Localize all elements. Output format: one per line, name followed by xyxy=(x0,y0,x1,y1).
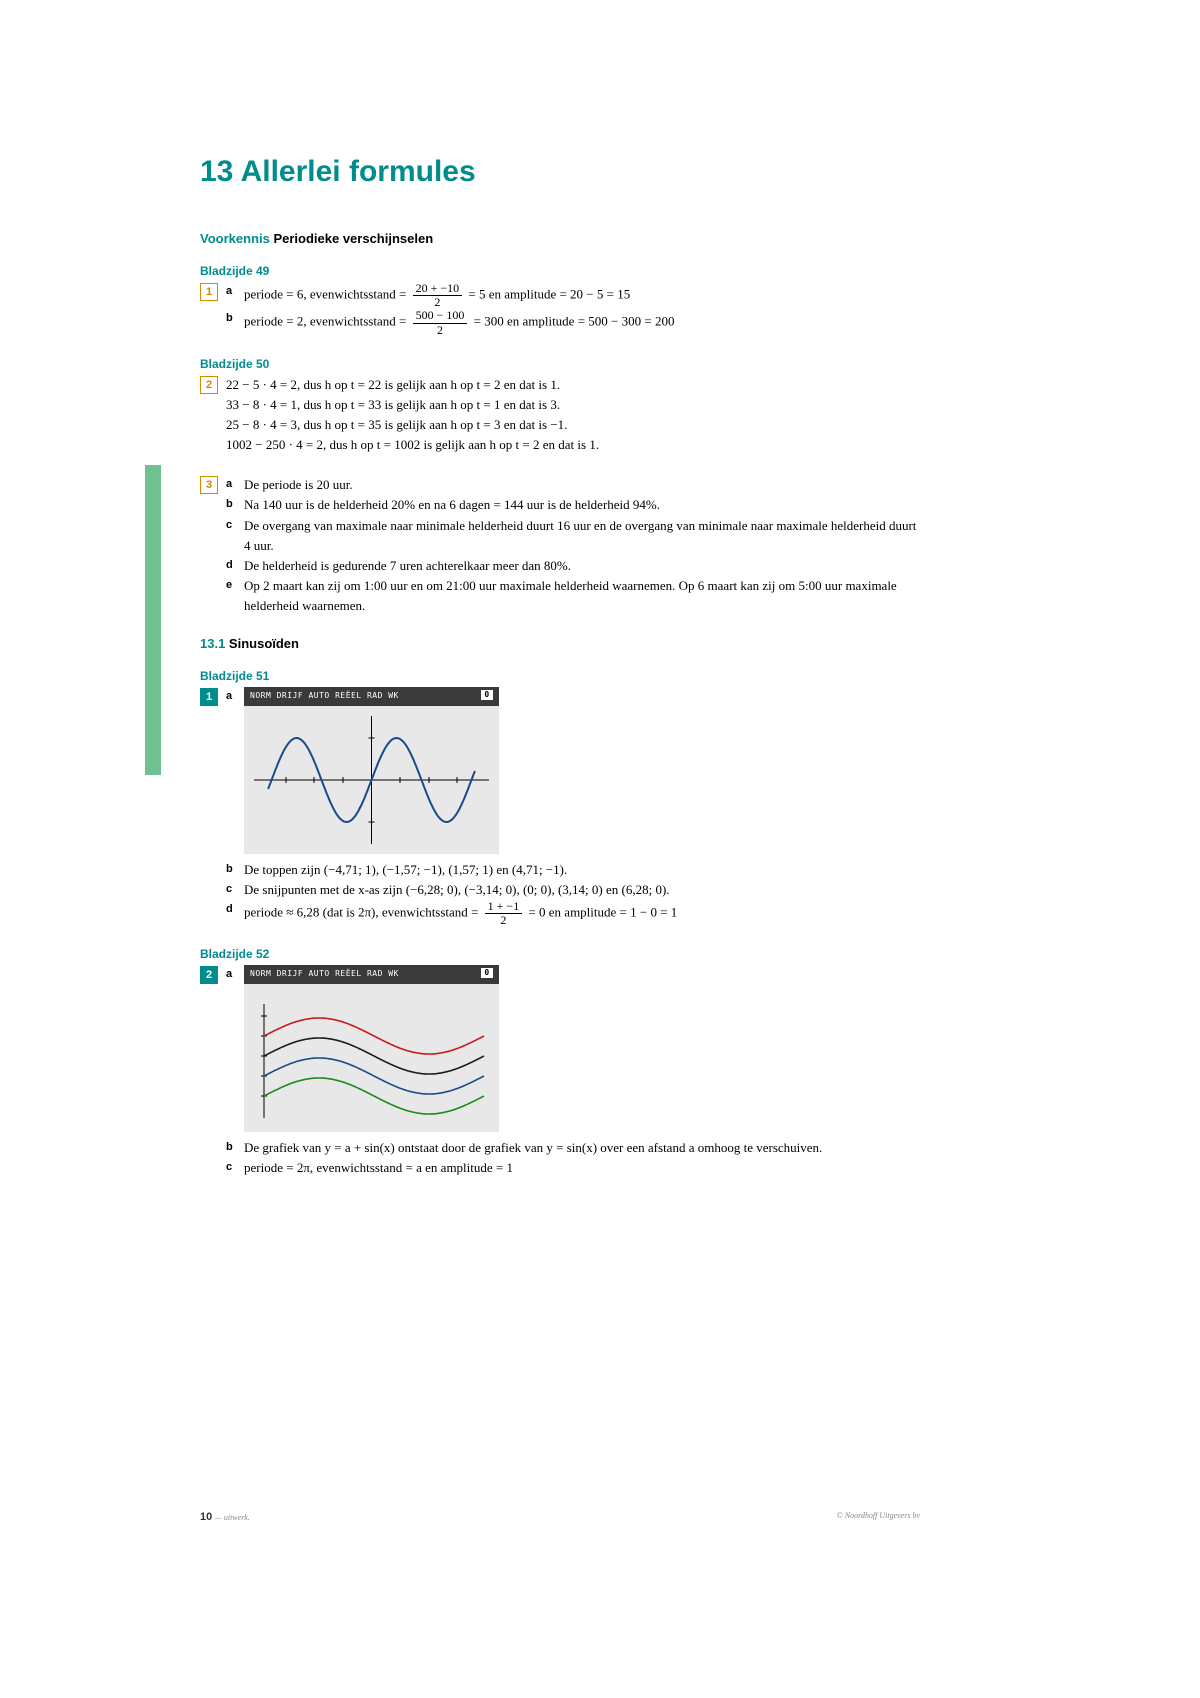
exercise-51-1: 1 a NORM DRIJF AUTO REËEL RAD WK 0 xyxy=(200,687,920,927)
calculator-status-bar: NORM DRIJF AUTO REËEL RAD WK 0 xyxy=(244,687,499,705)
section-header-voorkennis: Voorkennis Periodieke verschijnselen xyxy=(200,231,920,246)
answer-text: 33 − 8 · 4 = 1, dus h op t = 33 is gelij… xyxy=(226,395,920,415)
calc-mode-text: NORM DRIJF AUTO REËEL RAD WK xyxy=(250,968,399,980)
answer-text: De helderheid is gedurende 7 uren achter… xyxy=(244,556,920,576)
battery-icon: 0 xyxy=(481,968,493,978)
numerator: 1 + −1 xyxy=(485,900,523,914)
fraction: 500 − 1002 xyxy=(413,309,468,336)
exercise-52-2: 2 a NORM DRIJF AUTO REËEL RAD WK 0 xyxy=(200,965,920,1178)
answer-text: 25 − 8 · 4 = 3, dus h op t = 35 is gelij… xyxy=(226,415,920,435)
text-fragment: = 0 en amplitude = 1 − 0 = 1 xyxy=(528,905,677,920)
footer-left-text: — uitwerk. xyxy=(215,1513,250,1522)
sub-label: c xyxy=(226,516,244,534)
denominator: 2 xyxy=(413,324,468,337)
answer-text: De overgang van maximale naar minimale h… xyxy=(244,516,920,556)
page-content: 13 Allerlei formules Voorkennis Periodie… xyxy=(200,155,920,1198)
answer-text: 1002 − 250 · 4 = 2, dus h op t = 1002 is… xyxy=(226,435,920,455)
answer-text: Na 140 uur is de helderheid 20% en na 6 … xyxy=(244,495,920,515)
fraction: 1 + −12 xyxy=(485,900,523,927)
footer-left: 10 — uitwerk. xyxy=(200,1511,250,1523)
answer-text: 22 − 5 · 4 = 2, dus h op t = 22 is gelij… xyxy=(226,375,920,395)
answer-text: periode ≈ 6,28 (dat is 2π), evenwichtsst… xyxy=(244,900,920,927)
page-ref-50: Bladzijde 50 xyxy=(200,357,920,371)
sub-label: d xyxy=(226,900,244,918)
page-footer: 10 — uitwerk. © Noordhoff Uitgevers bv xyxy=(200,1511,920,1523)
sub-label: a xyxy=(226,475,244,493)
sub-label: b xyxy=(226,309,244,327)
sine-curve xyxy=(264,1038,484,1074)
text-fragment: periode = 2, evenwichtsstand = xyxy=(244,314,406,329)
text-fragment: periode ≈ 6,28 (dat is 2π), evenwichtsst… xyxy=(244,905,478,920)
chapter-title: 13 Allerlei formules xyxy=(200,155,920,189)
answer-text: De snijpunten met de x-as zijn (−6,28; 0… xyxy=(244,880,920,900)
answer-text: periode = 2π, evenwichtsstand = a en amp… xyxy=(244,1158,920,1178)
calc-mode-text: NORM DRIJF AUTO REËEL RAD WK xyxy=(250,690,399,702)
footer-right-text: © Noordhoff Uitgevers bv xyxy=(837,1511,920,1523)
exercise-number-badge: 2 xyxy=(200,966,218,984)
exercise-number-badge: 1 xyxy=(200,283,218,301)
sine-family xyxy=(264,1018,484,1114)
section-title: Sinusoïden xyxy=(229,636,299,651)
answer-text: De periode is 20 uur. xyxy=(244,475,920,495)
exercise-3: 3 aDe periode is 20 uur. bNa 140 uur is … xyxy=(200,475,920,616)
exercise-number-badge: 1 xyxy=(200,688,218,706)
answer-text: periode = 2, evenwichtsstand = 500 − 100… xyxy=(244,309,920,336)
section-header-131: 13.1 Sinusoïden xyxy=(200,636,920,651)
exercise-1: 1 a periode = 6, evenwichtsstand = 20 + … xyxy=(200,282,920,337)
answer-text: De toppen zijn (−4,71; 1), (−1,57; −1), … xyxy=(244,860,920,880)
answer-text: De grafiek van y = a + sin(x) ontstaat d… xyxy=(244,1138,920,1158)
sub-label: d xyxy=(226,556,244,574)
calculator-screen-1: NORM DRIJF AUTO REËEL RAD WK 0 xyxy=(244,687,499,853)
text-fragment: = 300 en amplitude = 500 − 300 = 200 xyxy=(474,314,675,329)
sub-label: a xyxy=(226,687,244,705)
numerator: 500 − 100 xyxy=(413,309,468,323)
sine-curve xyxy=(264,1058,484,1094)
page-ref-49: Bladzijde 49 xyxy=(200,264,920,278)
text-fragment: = 5 en amplitude = 20 − 5 = 15 xyxy=(468,287,630,302)
fraction: 20 + −102 xyxy=(413,282,463,309)
sine-curve xyxy=(264,1018,484,1054)
battery-icon: 0 xyxy=(481,690,493,700)
calculator-status-bar: NORM DRIJF AUTO REËEL RAD WK 0 xyxy=(244,965,499,983)
sub-label: a xyxy=(226,965,244,983)
sub-label: b xyxy=(226,1138,244,1156)
answer-text: periode = 6, evenwichtsstand = 20 + −102… xyxy=(244,282,920,309)
sub-label: c xyxy=(226,1158,244,1176)
exercise-number-badge: 3 xyxy=(200,476,218,494)
page-ref-52: Bladzijde 52 xyxy=(200,947,920,961)
sine-chart xyxy=(254,716,489,844)
sub-label: b xyxy=(226,495,244,513)
answer-text: Op 2 maart kan zij om 1:00 uur en om 21:… xyxy=(244,576,920,616)
section-prefix: 13.1 xyxy=(200,636,229,651)
exercise-number-badge: 2 xyxy=(200,376,218,394)
text-fragment: periode = 6, evenwichtsstand = xyxy=(244,287,406,302)
shifted-sines-chart xyxy=(254,994,489,1122)
calculator-screen-2: NORM DRIJF AUTO REËEL RAD WK 0 xyxy=(244,965,499,1131)
sine-curve xyxy=(264,1078,484,1114)
section-tab xyxy=(145,465,161,775)
numerator: 20 + −10 xyxy=(413,282,463,296)
denominator: 2 xyxy=(485,914,523,927)
sub-label: a xyxy=(226,282,244,300)
section-title: Periodieke verschijnselen xyxy=(273,231,433,246)
section-prefix: Voorkennis xyxy=(200,231,273,246)
sub-label: e xyxy=(226,576,244,594)
sub-label: c xyxy=(226,880,244,898)
exercise-2: 2 22 − 5 · 4 = 2, dus h op t = 22 is gel… xyxy=(200,375,920,456)
sub-label: b xyxy=(226,860,244,878)
page-number: 10 xyxy=(200,1511,212,1523)
page-ref-51: Bladzijde 51 xyxy=(200,669,920,683)
